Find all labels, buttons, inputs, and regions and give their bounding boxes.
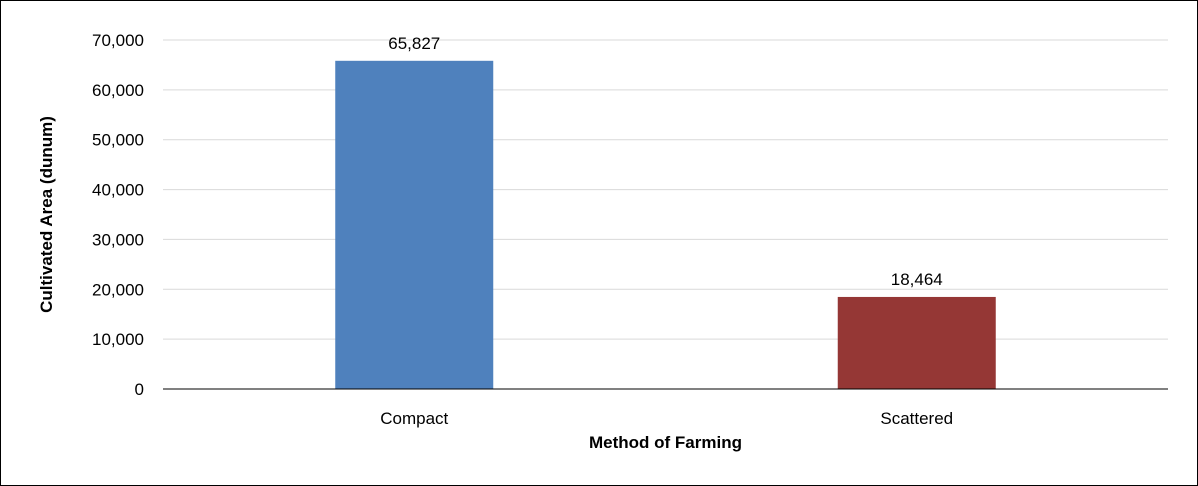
- bars: [335, 60, 996, 389]
- y-tick-label: 70,000: [92, 31, 144, 50]
- y-tick-label: 20,000: [92, 280, 144, 299]
- y-axis-ticks: 0 10,000 20,000 30,000 40,000 50,000 60,000 70,…: [92, 31, 144, 399]
- data-labels: 65,827 18,464: [388, 34, 943, 289]
- gridlines: [163, 39, 1168, 340]
- x-axis-title: Method of Farming: [589, 433, 742, 452]
- y-axis-title: Cultivated Area (dunum): [37, 116, 56, 313]
- y-tick-label: 0: [135, 380, 144, 399]
- x-tick-label: Scattered: [880, 409, 953, 428]
- y-tick-label: 10,000: [92, 330, 144, 349]
- x-axis-ticks: Compact Scattered: [380, 409, 953, 428]
- data-label: 65,827: [388, 34, 440, 53]
- y-tick-label: 30,000: [92, 230, 144, 249]
- bar-compact: [335, 60, 494, 389]
- bar-scattered: [837, 296, 996, 389]
- y-tick-label: 60,000: [92, 81, 144, 100]
- x-tick-label: Compact: [380, 409, 448, 428]
- y-tick-label: 40,000: [92, 181, 144, 200]
- data-label: 18,464: [891, 270, 943, 289]
- y-tick-label: 50,000: [92, 131, 144, 150]
